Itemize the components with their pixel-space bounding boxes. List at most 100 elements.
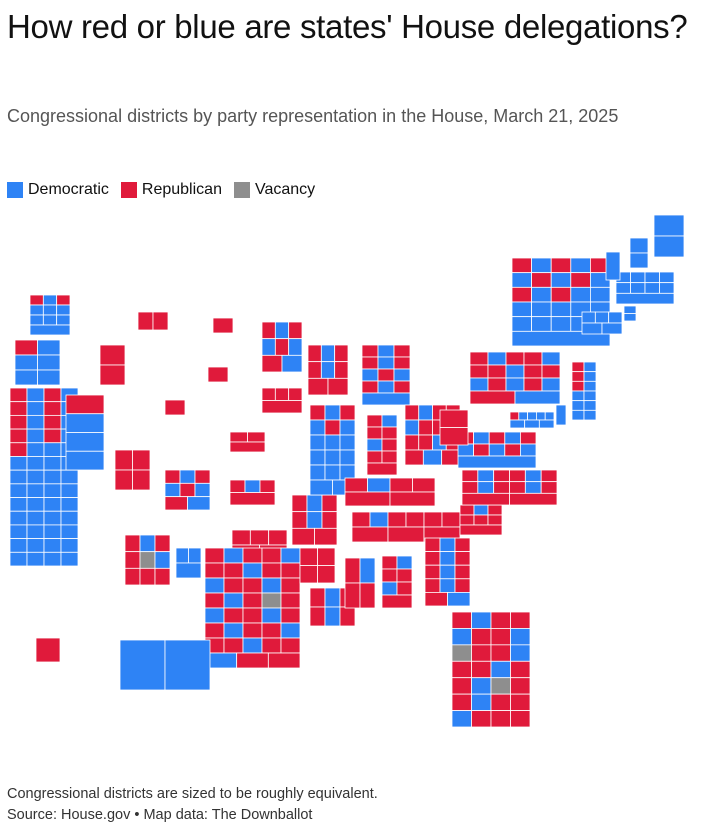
district-va-7	[473, 443, 490, 457]
district-ca-28	[60, 469, 79, 485]
district-mi-1	[361, 344, 379, 358]
district-fl-15	[490, 660, 511, 679]
district-oh-6	[418, 419, 433, 436]
district-ny-23	[550, 316, 572, 332]
district-ca-29	[9, 483, 28, 498]
district-oh-10	[418, 434, 433, 451]
district-tn-1	[351, 511, 371, 528]
district-ms-3	[344, 582, 361, 609]
district-mn-3	[288, 321, 303, 340]
district-hi-1	[119, 639, 166, 691]
district-ut-4	[132, 469, 151, 491]
district-ar-3	[299, 565, 318, 584]
district-az-3	[154, 534, 171, 553]
state-or	[14, 339, 61, 386]
district-ca-34	[26, 497, 45, 512]
district-ma-8	[659, 282, 675, 294]
district-in-7	[366, 450, 383, 464]
district-ga-7	[424, 564, 441, 580]
district-va-10	[520, 443, 537, 457]
district-in-5	[366, 438, 383, 452]
state-hi	[119, 639, 211, 691]
district-mn-6	[288, 338, 303, 356]
district-pa-2	[487, 351, 507, 366]
district-md-8	[538, 419, 555, 429]
district-il-5	[324, 419, 341, 436]
legend-item-vacancy: Vacancy	[233, 181, 315, 199]
district-tx-25	[280, 607, 301, 624]
district-pa-17	[514, 390, 561, 405]
district-la-1	[309, 587, 326, 608]
state-va	[457, 431, 537, 469]
district-la-2	[324, 587, 341, 608]
district-tx-20	[280, 592, 301, 609]
state-ma	[615, 271, 675, 305]
district-wa-4	[29, 304, 44, 316]
district-wa-9	[56, 314, 71, 326]
district-sc-6	[487, 514, 503, 526]
district-co-5	[179, 482, 196, 498]
district-ms-2	[359, 557, 376, 584]
state-fl	[451, 611, 531, 728]
district-co-3	[194, 469, 211, 484]
district-ny-8	[550, 272, 572, 288]
district-mi-9	[393, 368, 411, 382]
state-nh	[629, 237, 649, 269]
district-ny-22	[531, 316, 552, 332]
district-ne-3	[229, 441, 266, 453]
district-ky-5	[344, 491, 391, 507]
district-wa-1	[29, 294, 44, 306]
state-ms	[344, 557, 376, 609]
district-ny-4	[570, 257, 591, 274]
district-ma-2	[630, 271, 646, 284]
source-line: Source: House.gov • Map data: The Downba…	[7, 807, 313, 823]
district-ma-9	[615, 292, 675, 305]
district-il-4	[309, 419, 326, 436]
district-la-5	[324, 606, 341, 627]
district-tx-6	[204, 562, 225, 579]
district-md-5	[544, 411, 555, 421]
state-mi	[361, 344, 411, 406]
district-tn-7	[351, 526, 389, 543]
state-il	[309, 404, 356, 496]
district-tx-35	[280, 637, 301, 654]
district-tx-3	[242, 547, 263, 564]
district-il-11	[324, 449, 341, 466]
district-fl-25	[451, 710, 472, 728]
district-tx-23	[242, 607, 263, 624]
district-ky-2	[367, 477, 391, 493]
district-ky-1	[344, 477, 368, 493]
district-tx-15	[280, 577, 301, 594]
district-oh-14	[422, 449, 443, 466]
district-ia-1	[261, 387, 276, 401]
district-ca-19	[43, 442, 62, 457]
district-fl-17	[451, 677, 472, 695]
district-nc-7	[461, 481, 479, 494]
district-tx-17	[223, 592, 244, 609]
district-wa-2	[42, 294, 58, 306]
district-ca-18	[26, 442, 45, 457]
district-wa-10	[29, 324, 71, 336]
district-nj-2	[583, 361, 597, 373]
district-tx-28	[242, 622, 263, 639]
district-fl-23	[490, 693, 511, 711]
district-nc-6	[540, 469, 558, 483]
district-ar-1	[299, 547, 318, 566]
district-nv-3	[65, 432, 105, 452]
district-az-1	[124, 534, 141, 553]
district-ga-4	[424, 551, 441, 566]
legend-label: Republican	[141, 181, 222, 198]
district-fl-12	[510, 644, 531, 662]
district-fl-16	[510, 660, 531, 679]
district-ma-6	[630, 282, 646, 294]
district-ca-2	[26, 387, 45, 403]
legend: Democratic Republican Vacancy	[7, 181, 315, 199]
district-mo-8	[314, 527, 338, 546]
district-tx-22	[223, 607, 244, 624]
district-va-6	[457, 443, 475, 457]
state-ar	[299, 547, 336, 584]
district-fl-4	[510, 611, 531, 629]
district-ga-11	[439, 578, 456, 593]
district-va-5	[520, 431, 537, 445]
district-fl-20	[510, 677, 531, 695]
